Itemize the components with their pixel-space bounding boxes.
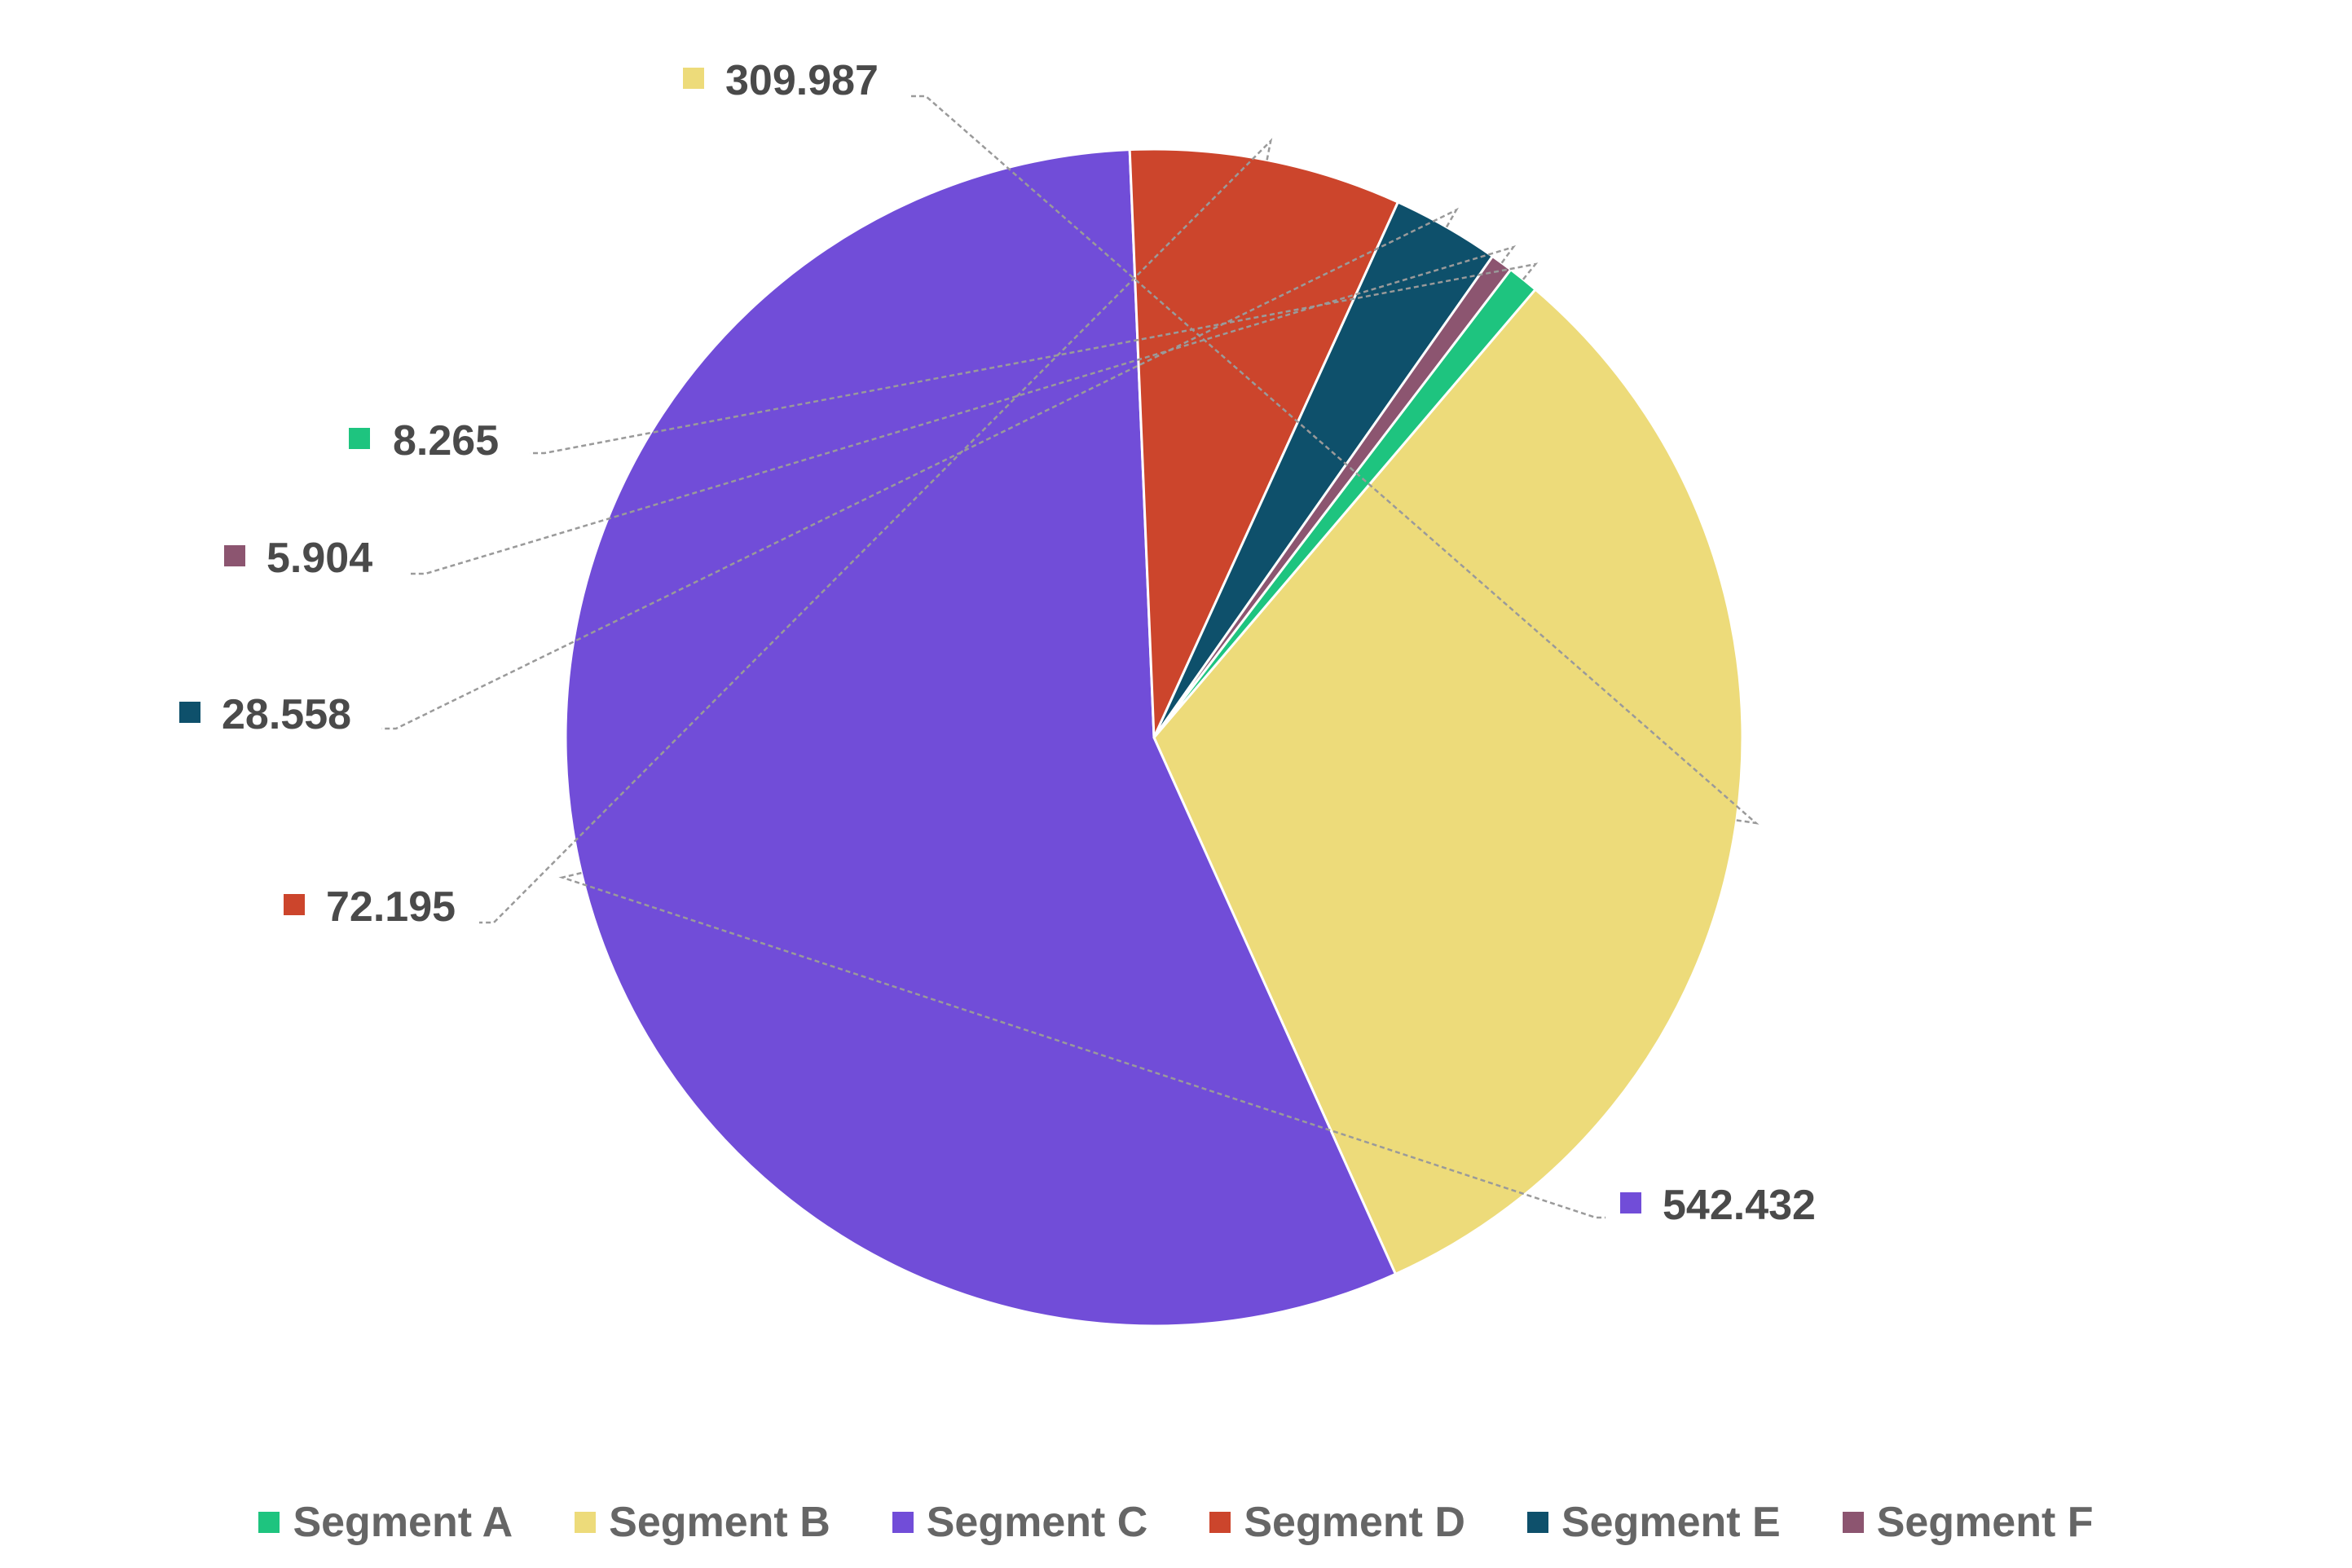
pie-slices	[564, 148, 1744, 1328]
leader-line-segment-a	[530, 262, 1539, 455]
slice-label-swatch-segment-e	[179, 702, 200, 723]
pie-slice-segment-b	[1152, 288, 1744, 1275]
legend-label-segment-a: Segment A	[293, 1499, 513, 1546]
legend-item-segment-a: Segment A	[258, 1498, 513, 1547]
pie-slice-segment-d	[1128, 148, 1399, 739]
slice-label-segment-a: 8.265	[393, 417, 499, 465]
legend-swatch-segment-d	[1209, 1512, 1231, 1533]
legend-item-segment-e: Segment E	[1526, 1498, 1781, 1547]
slice-label-segment-f: 5.904	[266, 535, 372, 582]
leader-line-segment-d	[479, 138, 1273, 924]
legend-item-segment-f: Segment F	[1842, 1498, 2094, 1547]
legend-label-segment-c: Segment C	[926, 1499, 1148, 1546]
slice-label-segment-d: 72.195	[326, 883, 456, 931]
legend-swatch-segment-c	[892, 1512, 914, 1533]
legend-label-segment-d: Segment D	[1244, 1499, 1465, 1546]
leader-lines	[381, 95, 1760, 1219]
legend-swatch-segment-a	[258, 1512, 280, 1533]
slice-label-swatch-segment-a	[349, 428, 370, 449]
legend-item-segment-b: Segment B	[575, 1498, 830, 1547]
leader-line-segment-c	[558, 871, 1605, 1219]
legend-swatch-segment-f	[1842, 1512, 1864, 1533]
slice-label-swatch-segment-c	[1620, 1192, 1641, 1213]
legend: Segment A Segment B Segment C Segment D Segm…	[0, 1490, 2352, 1555]
slice-label-segment-b: 309.987	[725, 57, 879, 104]
legend-label-segment-b: Segment B	[609, 1499, 830, 1546]
legend-swatch-segment-e	[1526, 1512, 1548, 1533]
slice-label-segment-c: 542.432	[1663, 1182, 1816, 1229]
legend-label-segment-e: Segment E	[1561, 1499, 1781, 1546]
leader-line-segment-f	[411, 244, 1517, 575]
slice-label-swatch-segment-b	[683, 68, 704, 89]
slice-label-swatch-segment-d	[284, 894, 305, 915]
legend-swatch-segment-b	[575, 1512, 597, 1533]
slice-labels: 309.987 542.432 72.195 28.558 5.904 8.265	[179, 57, 1816, 1229]
slice-label-swatch-segment-f	[224, 545, 245, 566]
leader-line-segment-b	[911, 95, 1760, 825]
leader-line-segment-e	[381, 207, 1459, 730]
slice-label-segment-e: 28.558	[222, 691, 351, 738]
legend-item-segment-c: Segment C	[892, 1498, 1148, 1547]
legend-item-segment-d: Segment D	[1209, 1498, 1465, 1547]
legend-label-segment-f: Segment F	[1876, 1499, 2094, 1546]
